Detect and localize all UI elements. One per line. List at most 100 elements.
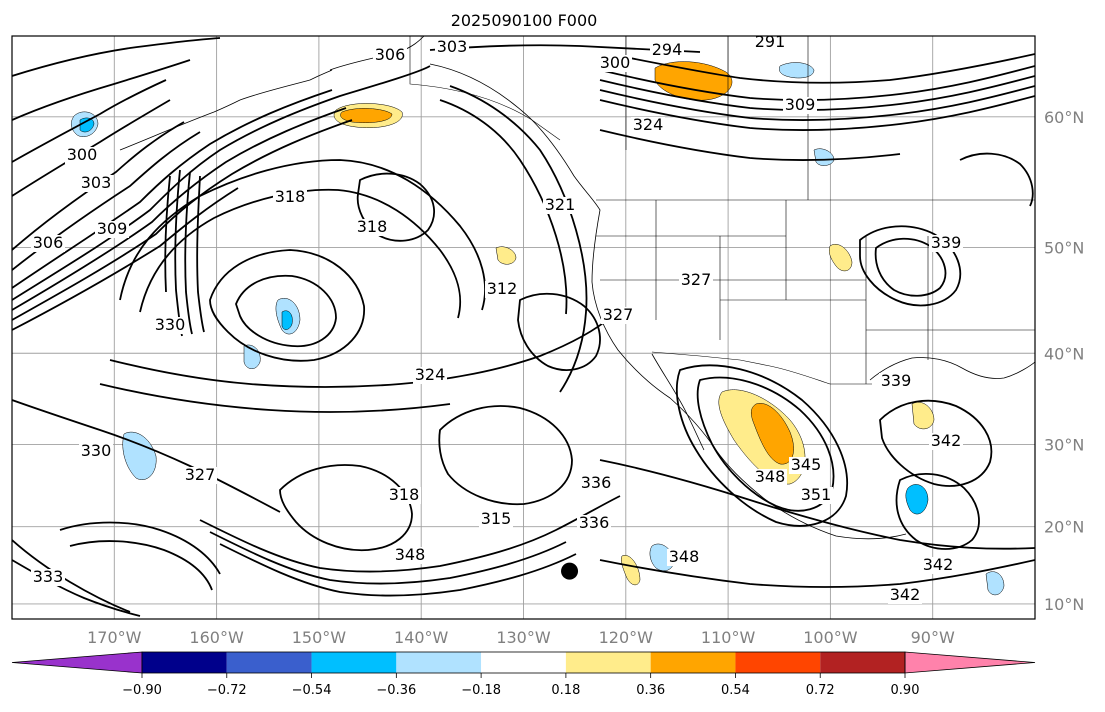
location-marker (561, 562, 579, 580)
contour-label: 330 (81, 441, 112, 460)
contour-label-bg (679, 272, 713, 289)
colorbar-tick-label: 0.18 (551, 683, 580, 698)
contour-label-bg (783, 97, 817, 114)
positive-anomaly-blob (911, 402, 935, 430)
colorbar-tick-label: 0.90 (891, 683, 920, 698)
alaska-canada-border (409, 36, 561, 141)
lon-tick-label: 170°W (87, 628, 142, 647)
negative-anomaly-blob (985, 571, 1005, 596)
contour-line (12, 121, 185, 251)
negative-anomaly-blob (281, 310, 293, 330)
negative-anomaly-blob (905, 484, 929, 515)
contour-label: 324 (633, 115, 664, 134)
contour-labels: 303 306 294 291 300 324 309 300 303 306 309 318 318 3… (31, 36, 963, 604)
contour-label-bg (667, 549, 701, 566)
contour-line (199, 495, 621, 573)
contour-label-bg (153, 317, 187, 334)
contour-label-bg (355, 219, 389, 236)
contour-line (69, 540, 213, 591)
colorbar-segment (565, 652, 651, 673)
colorbar-tick-label: 0.72 (806, 683, 835, 698)
us-mexico-border (651, 351, 872, 385)
contour-line (109, 315, 613, 388)
contour-label-bg (631, 117, 665, 134)
contour-line (235, 274, 337, 348)
lon-tick-label: 130°W (496, 628, 551, 647)
contour-label-bg (601, 307, 635, 324)
contour-line (599, 129, 901, 161)
contour-label-bg (393, 547, 427, 564)
contour-label-bg (577, 515, 611, 532)
contour-label: 300 (67, 145, 98, 164)
political-borders (409, 36, 1035, 385)
lat-tick-label: 30°N (1044, 435, 1084, 454)
contour-label-bg (929, 235, 963, 252)
contour-line (449, 85, 588, 393)
contour-line (438, 405, 573, 506)
contour-label-bg (387, 487, 421, 504)
chart-title: 2025090100 F000 (451, 11, 598, 30)
contour-label-bg (789, 457, 823, 474)
contour-label: 303 (81, 173, 112, 192)
contour-line (12, 59, 191, 121)
contour-label: 348 (395, 545, 426, 564)
contour-label: 342 (931, 431, 962, 450)
map-frame (11, 35, 1036, 620)
contour-label: 330 (155, 315, 186, 334)
contour-label: 318 (389, 485, 420, 504)
contour-line (12, 187, 239, 331)
contour-label-bg (413, 367, 447, 384)
contour-label-bg (543, 197, 577, 214)
colorbar-tick-label: −0.36 (376, 683, 416, 698)
colorbar: −0.90 −0.72 −0.54 −0.36 −0.18 0.18 0.36 0.54 0.7… (11, 651, 1036, 698)
colorbar-tick-label: 0.36 (636, 683, 665, 698)
contour-label-bg (598, 55, 632, 72)
positive-anomaly-blob (751, 403, 794, 465)
contour-label: 324 (415, 365, 446, 384)
contour-label-bg (79, 443, 113, 460)
contour-label: 309 (785, 95, 816, 114)
lon-tick-label: 110°W (701, 628, 756, 647)
colorbar-tick-label: 0.54 (721, 683, 750, 698)
contour-label: 336 (579, 513, 610, 532)
colorbar-extend-max (904, 651, 1036, 674)
negative-anomaly-blob (79, 117, 95, 133)
contour-label: 327 (603, 305, 634, 324)
contour-line (599, 95, 1035, 131)
contour-label-bg (799, 487, 833, 504)
contour-line (517, 292, 601, 371)
contour-line (12, 539, 131, 613)
lon-tick-label: 120°W (599, 628, 654, 647)
contour-line (12, 79, 167, 163)
positive-anomaly-blob (340, 108, 393, 123)
latitude-axis: 10°N 20°N 30°N 40°N 50°N 60°N (1044, 108, 1084, 614)
contour-label: 336 (581, 473, 612, 492)
colorbar-segment (650, 652, 736, 673)
contour-label-bg (579, 475, 613, 492)
positive-anomaly-blob (654, 61, 733, 101)
lat-tick-label: 20°N (1044, 518, 1084, 537)
contour-label: 315 (481, 509, 512, 528)
contour-label: 294 (652, 40, 683, 59)
contour-label: 339 (881, 371, 912, 390)
colorbar-segment (481, 652, 566, 673)
contour-line (119, 159, 486, 311)
contour-line (874, 237, 947, 297)
contour-line (619, 53, 1035, 84)
colorbar-extend-min (11, 651, 143, 674)
contour-label-bg (65, 147, 99, 164)
contour-line (184, 171, 193, 335)
contour-line (209, 531, 567, 585)
contour-line (599, 75, 1035, 111)
negative-anomaly-blob (122, 431, 157, 480)
contour-line (196, 175, 205, 333)
contour-line (599, 85, 1035, 121)
contour-line (12, 89, 333, 289)
contour-label-bg (753, 36, 787, 51)
lon-tick-label: 90°W (911, 628, 955, 647)
colorbar-outline (141, 651, 906, 674)
contour-label: 345 (791, 455, 822, 474)
contour-label-bg (929, 433, 963, 450)
contour-label: 342 (923, 555, 954, 574)
